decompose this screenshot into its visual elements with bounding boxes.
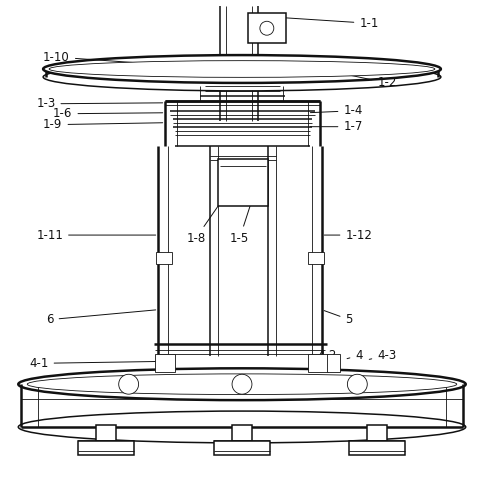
Bar [349,441,405,455]
Circle shape [260,21,274,35]
Bar [96,425,116,441]
Text: 1-5: 1-5 [230,203,251,245]
Text: 4: 4 [347,349,363,362]
Text: 6: 6 [46,310,156,326]
Circle shape [119,374,139,394]
Bar [308,252,324,264]
Ellipse shape [49,61,435,78]
Text: 1-7: 1-7 [311,120,363,133]
Circle shape [232,374,252,394]
Bar [232,425,252,441]
Text: 1-2: 1-2 [342,74,397,89]
Text: 5: 5 [324,311,353,326]
Text: 1-3: 1-3 [36,97,163,110]
Ellipse shape [18,369,466,400]
Text: 1-12: 1-12 [324,229,372,242]
Bar [156,252,172,264]
Bar [248,13,286,43]
Bar [218,159,268,206]
Bar [78,441,134,455]
Bar [308,354,327,372]
Bar [327,354,341,372]
Ellipse shape [18,411,466,443]
Ellipse shape [27,374,457,395]
Text: 1-10: 1-10 [43,50,138,64]
Text: 1-4: 1-4 [311,104,363,117]
Text: 4-2: 4-2 [311,349,337,362]
Text: 1-9: 1-9 [43,118,163,131]
Bar [214,441,270,455]
Text: 1-11: 1-11 [36,229,156,242]
Text: 4-3: 4-3 [369,349,397,362]
Circle shape [347,374,367,394]
Ellipse shape [43,63,441,91]
Ellipse shape [43,55,441,83]
Bar [156,354,175,372]
Text: 1-6: 1-6 [53,107,163,120]
Text: 4-1: 4-1 [29,357,163,370]
Text: 1-1: 1-1 [265,16,379,30]
Text: 1-8: 1-8 [186,203,221,245]
Bar [367,425,387,441]
